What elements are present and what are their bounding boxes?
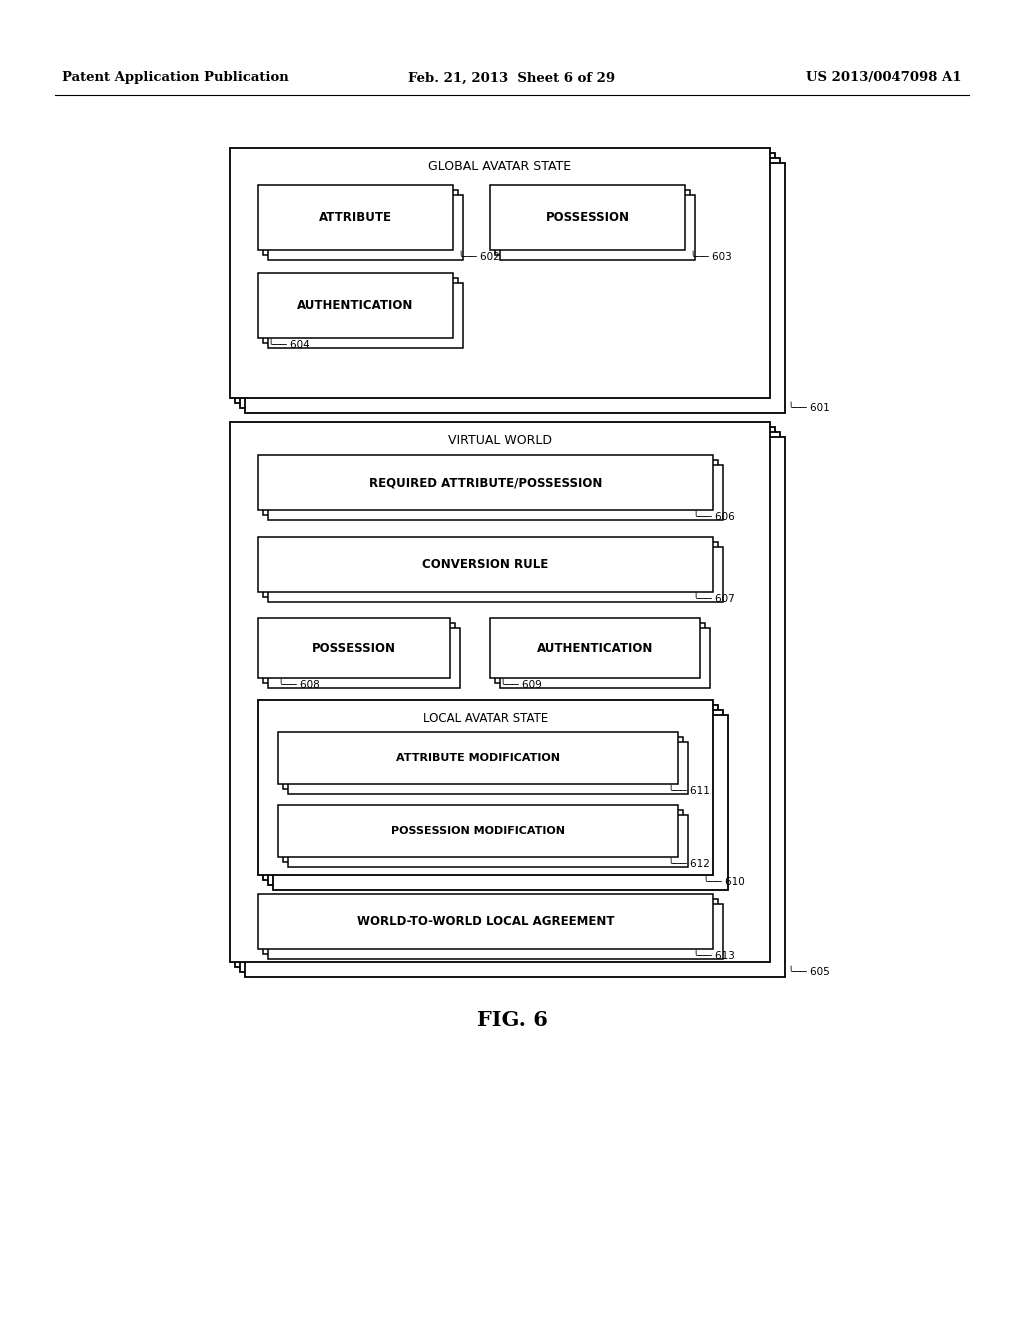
Bar (263, 459, 718, 515)
Bar (278, 805, 678, 857)
Text: ╰── 611: ╰── 611 (668, 785, 710, 796)
Bar (283, 810, 683, 862)
Text: ATTRIBUTE: ATTRIBUTE (319, 211, 392, 224)
Text: WORLD-TO-WORLD LOCAL AGREEMENT: WORLD-TO-WORLD LOCAL AGREEMENT (356, 915, 614, 928)
Text: ╰── 612: ╰── 612 (668, 859, 710, 869)
Text: GLOBAL AVATAR STATE: GLOBAL AVATAR STATE (428, 160, 571, 173)
Text: ╰── 608: ╰── 608 (278, 680, 319, 690)
Text: ╰── 603: ╰── 603 (690, 252, 732, 261)
Text: ╰── 607: ╰── 607 (693, 594, 735, 605)
Text: ╰── 605: ╰── 605 (788, 968, 829, 977)
Bar (230, 148, 770, 399)
Text: ╰── 602: ╰── 602 (458, 252, 500, 261)
Bar (240, 432, 780, 972)
Text: ATTRIBUTE MODIFICATION: ATTRIBUTE MODIFICATION (396, 752, 560, 763)
Text: Feb. 21, 2013  Sheet 6 of 29: Feb. 21, 2013 Sheet 6 of 29 (409, 71, 615, 84)
Text: LOCAL AVATAR STATE: LOCAL AVATAR STATE (423, 711, 548, 725)
Text: CONVERSION RULE: CONVERSION RULE (422, 558, 549, 572)
Bar (500, 628, 710, 688)
Bar (268, 546, 723, 602)
Bar (288, 742, 688, 795)
Text: POSSESSION: POSSESSION (312, 642, 396, 655)
Bar (245, 437, 785, 977)
Bar (500, 195, 695, 260)
Text: US 2013/0047098 A1: US 2013/0047098 A1 (807, 71, 962, 84)
Text: AUTHENTICATION: AUTHENTICATION (297, 300, 414, 312)
Bar (263, 623, 455, 682)
Text: Patent Application Publication: Patent Application Publication (62, 71, 289, 84)
Bar (283, 737, 683, 789)
Bar (288, 814, 688, 867)
Bar (258, 700, 713, 875)
Bar (490, 618, 700, 678)
Bar (263, 190, 458, 255)
Bar (258, 618, 450, 678)
Bar (495, 623, 705, 682)
Bar (258, 537, 713, 591)
Bar (263, 705, 718, 880)
Bar (273, 715, 728, 890)
Text: ╰── 601: ╰── 601 (788, 403, 829, 413)
Bar (268, 904, 723, 960)
Bar (278, 733, 678, 784)
Bar (263, 899, 718, 954)
Text: ╰── 610: ╰── 610 (703, 876, 744, 887)
Text: ╰── 609: ╰── 609 (500, 680, 542, 690)
Text: ╰── 604: ╰── 604 (268, 341, 309, 350)
Bar (258, 894, 713, 949)
Text: FIG. 6: FIG. 6 (476, 1010, 548, 1030)
Bar (268, 465, 723, 520)
Bar (495, 190, 690, 255)
Bar (490, 185, 685, 249)
Bar (268, 710, 723, 884)
Text: ╰── 606: ╰── 606 (693, 512, 735, 521)
Text: POSSESSION MODIFICATION: POSSESSION MODIFICATION (391, 826, 565, 836)
Bar (258, 273, 453, 338)
Bar (245, 162, 785, 413)
Bar (268, 195, 463, 260)
Text: REQUIRED ATTRIBUTE/POSSESSION: REQUIRED ATTRIBUTE/POSSESSION (369, 477, 602, 488)
Text: VIRTUAL WORLD: VIRTUAL WORLD (449, 433, 552, 446)
Bar (234, 426, 775, 968)
Bar (268, 628, 460, 688)
Text: ╰── 613: ╰── 613 (693, 950, 735, 961)
Bar (258, 455, 713, 510)
Text: AUTHENTICATION: AUTHENTICATION (537, 642, 653, 655)
Bar (268, 282, 463, 348)
Bar (258, 185, 453, 249)
Text: POSSESSION: POSSESSION (546, 211, 630, 224)
Bar (230, 422, 770, 962)
Bar (240, 158, 780, 408)
Bar (263, 543, 718, 597)
Bar (234, 153, 775, 403)
Bar (263, 279, 458, 343)
